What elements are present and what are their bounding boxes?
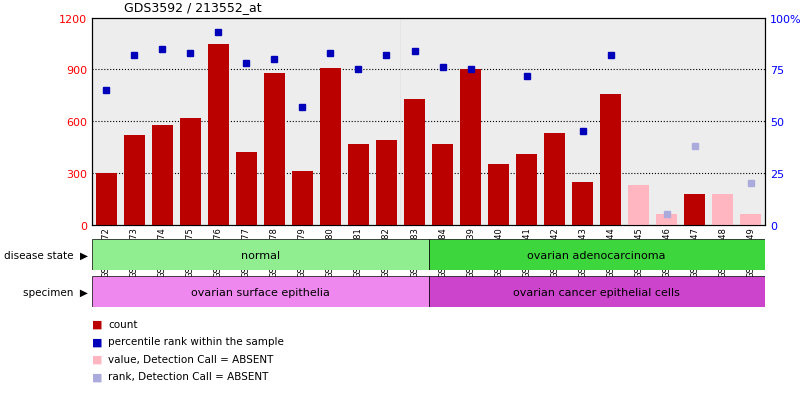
Bar [625,19,653,225]
Bar [92,19,120,225]
Bar [460,70,481,225]
Bar [656,215,678,225]
Bar [432,144,453,225]
Bar [709,19,737,225]
Text: value, Detection Call = ABSENT: value, Detection Call = ABSENT [108,354,273,364]
Bar [681,19,709,225]
Bar [95,173,117,225]
Bar [204,19,232,225]
Text: ovarian surface epithelia: ovarian surface epithelia [191,287,330,297]
Bar [232,19,260,225]
Bar [92,277,429,308]
Bar [288,19,316,225]
Text: disease state  ▶: disease state ▶ [4,250,88,260]
Bar [485,19,513,225]
Bar [376,141,397,225]
Bar [404,100,425,225]
Bar [320,69,341,225]
Bar [151,126,173,225]
Bar [292,172,313,225]
Text: percentile rank within the sample: percentile rank within the sample [108,337,284,347]
Bar [92,240,429,271]
Text: ■: ■ [92,319,103,329]
Bar [684,195,706,225]
Text: ■: ■ [92,371,103,381]
Bar [123,135,145,225]
Text: ovarian adenocarcinoma: ovarian adenocarcinoma [528,250,666,260]
Bar [600,94,622,225]
Bar [712,195,734,225]
Bar [176,19,204,225]
Bar [120,19,148,225]
Bar [628,185,650,225]
Bar [516,154,537,225]
Bar [541,19,569,225]
Text: specimen  ▶: specimen ▶ [23,287,88,297]
Text: count: count [108,319,138,329]
Bar [488,165,509,225]
Bar [344,19,372,225]
Text: ovarian cancer epithelial cells: ovarian cancer epithelial cells [513,287,680,297]
Bar [207,44,229,225]
Bar [400,19,429,225]
Text: rank, Detection Call = ABSENT: rank, Detection Call = ABSENT [108,371,268,381]
Bar [513,19,541,225]
Bar [544,134,566,225]
Bar [597,19,625,225]
Bar [737,19,765,225]
Bar [260,19,288,225]
Bar [572,182,594,225]
Bar [264,74,285,225]
Text: ■: ■ [92,354,103,364]
Bar [179,119,201,225]
Bar [429,240,765,271]
Bar [316,19,344,225]
Bar [372,19,400,225]
Bar [429,277,765,308]
Text: GDS3592 / 213552_at: GDS3592 / 213552_at [124,2,262,14]
Bar [348,144,369,225]
Bar [429,19,457,225]
Text: normal: normal [241,250,280,260]
Bar [569,19,597,225]
Bar [740,215,762,225]
Bar [235,153,257,225]
Bar [148,19,176,225]
Bar [653,19,681,225]
Text: ■: ■ [92,337,103,347]
Bar [457,19,485,225]
